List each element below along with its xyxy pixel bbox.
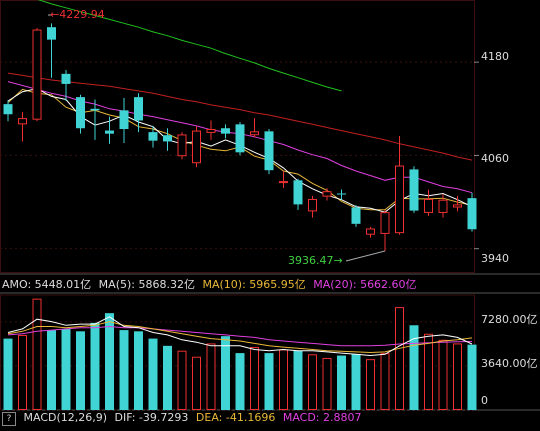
candle-body-up [322,191,332,197]
candle-body-down [221,128,230,134]
ma-green-line [37,0,342,92]
volume-bar-up [366,359,375,411]
high-arrow: ← [50,8,60,21]
candle-body-down [119,110,129,130]
volume-bar-down [119,330,129,410]
amo-ma10-value: MA(10): 5965.95亿 [202,278,306,291]
candle-body-up [380,212,390,234]
low-price-label: 3936.47→ [288,254,343,267]
amo-ma5-value: MA(5): 5868.32亿 [98,278,195,291]
price-tick-1: 4180 [481,50,509,63]
amo-legend: AMO: 5448.01亿 MA(5): 5868.32亿 MA(10): 59… [2,276,421,292]
volume-bar-up [438,339,448,410]
candle-body-up [18,118,27,125]
vol-ma20-line [7,325,473,347]
volume-bar-down [351,354,361,410]
volume-bar-down [264,353,274,410]
volume-bar-down [61,328,71,410]
volume-tick-3: 0 [481,394,488,407]
volume-bar-down [148,338,158,410]
low-value: 3936.47 [288,254,334,267]
candle-body-down [61,73,71,84]
volume-bar-up [18,334,27,410]
candle-body-down [467,198,477,230]
volume-bar-up [380,353,390,410]
candle-body-up [279,181,288,184]
macd-value: MACD: 2.8807 [282,411,362,424]
candle-body-up [192,130,201,164]
vol-ma5-line [7,316,473,357]
low-arrow: → [333,254,343,267]
candle-body-up [453,204,462,208]
macd-dif-value: DIF: -39.7293 [114,411,189,424]
candle-body-up [32,29,42,120]
candle-body-down [148,132,158,141]
price-tick-2: 4060 [481,152,509,165]
candle-body-down [76,97,85,129]
high-price-label: ←4229.94 [50,8,105,21]
amo-value: AMO: 5448.01亿 [2,278,92,291]
volume-bar-down [90,322,100,410]
volume-bar-up [453,343,462,410]
candle-body-down [105,130,114,134]
candle-body-up [177,134,187,157]
price-frame [0,0,475,273]
amo-ma20-value: MA(20): 5662.60亿 [313,278,417,291]
price-tick-3: 3940 [481,252,509,265]
volume-bar-down [76,331,85,410]
volume-bar-up [177,350,187,410]
volume-bar-down [134,331,143,410]
volume-bar-down [221,336,230,410]
volume-bar-down [467,344,477,410]
candle-body-up [366,228,375,235]
candle-body-down [47,27,56,40]
high-value: 4229.94 [59,8,105,21]
volume-bar-up [308,354,317,411]
volume-bar-down [3,338,13,410]
volume-tick-2: 3640.00亿 [481,357,538,370]
macd-dea-value: DEA: -41.1696 [195,411,276,424]
volume-bar-up [192,356,201,411]
candle-body-down [163,135,172,142]
volume-bar-up [424,333,433,411]
candle-body-down [134,97,143,121]
macd-title: MACD(12,26,9) [23,411,108,424]
volume-bar-down [337,355,346,410]
candle-body-up [395,165,404,234]
volume-bar-down [163,345,172,410]
volume-bar-down [47,330,56,410]
candle-body-down [337,193,346,195]
ma-long-line [7,72,473,161]
candle-body-down [409,169,419,211]
macd-legend: ? MACD(12,26,9) DIF: -39.7293 DEA: -41.1… [2,411,366,426]
candle-body-up [438,199,448,213]
volume-bar-down [409,325,419,410]
volume-bar-down [293,350,303,410]
candle-body-up [206,129,216,133]
volume-tick-1: 7280.00亿 [481,313,538,326]
candle-body-up [424,198,433,213]
volume-bar-down [105,313,114,410]
volume-bar-down [235,353,245,410]
volume-bar-up [395,307,404,410]
vol-ma10-line [7,321,473,354]
volume-bar-up [250,347,259,411]
candle-body-down [3,104,13,115]
help-icon[interactable]: ? [2,412,16,426]
volume-bar-up [32,298,42,411]
candle-body-up [250,131,259,136]
low-marker [345,250,386,262]
candle-body-up [308,198,317,212]
candle-body-down [90,108,100,111]
candle-body-down [235,124,245,153]
candle-body-down [264,131,274,171]
volume-bar-up [206,343,216,410]
volume-bar-up [322,357,332,410]
volume-bar-up [279,349,288,411]
candle-body-down [351,207,361,224]
candle-body-down [293,180,303,205]
